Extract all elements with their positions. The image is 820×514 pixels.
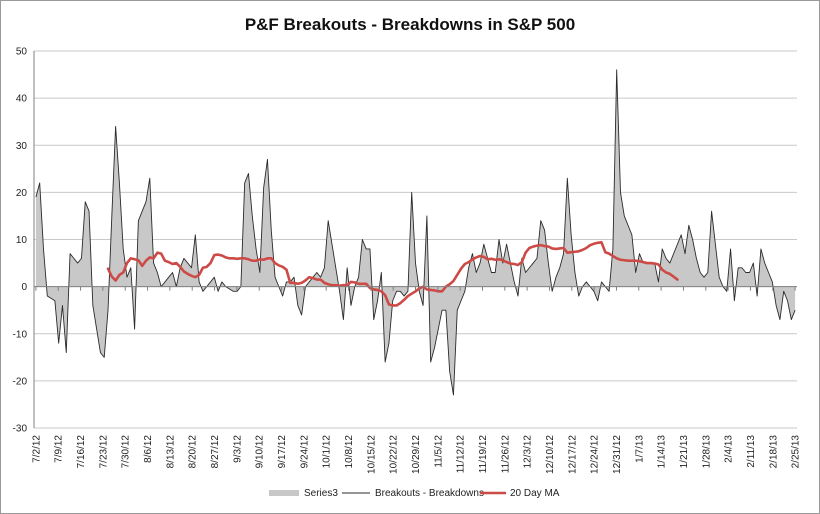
x-tick-label: 8/27/12	[210, 435, 221, 469]
legend-swatch-series3	[269, 490, 299, 496]
plot-area	[35, 69, 796, 396]
x-tick-label: 1/14/13	[657, 435, 668, 469]
x-tick-label: 1/28/13	[701, 435, 712, 469]
x-tick-label: 11/5/12	[433, 435, 444, 468]
x-tick-label: 7/30/12	[121, 435, 132, 469]
x-tick-label: 9/10/12	[255, 435, 266, 469]
x-tick-label: 2/25/13	[791, 435, 802, 469]
axes: -30 -20 -10 0 10 20 30 40 50 7/2/12 7/9/12 7/16/12 7…	[13, 47, 802, 474]
x-tick-label: 7/23/12	[98, 435, 109, 469]
legend-label-series3: Series3	[304, 488, 338, 499]
x-tick-label: 10/1/12	[322, 435, 333, 469]
x-tick-label: 10/15/12	[366, 435, 377, 474]
x-tick-label: 2/11/13	[746, 435, 757, 468]
x-tick-label: 8/13/12	[165, 435, 176, 469]
series-line-20-day-ma	[106, 241, 679, 307]
x-tick-label: 11/26/12	[500, 435, 511, 474]
x-tick-label: 9/24/12	[299, 435, 310, 469]
series-line-breakouts-breakdowns	[35, 69, 796, 396]
legend-item-series3: Series3	[269, 488, 338, 499]
series-area-series3	[35, 69, 796, 396]
y-tick-label: -30	[13, 424, 28, 435]
y-tick-label: 0	[21, 282, 27, 293]
x-tick-label: 7/16/12	[76, 435, 87, 469]
x-tick-label: 7/9/12	[54, 435, 65, 463]
x-tick-label: 10/8/12	[344, 435, 355, 469]
legend-item-breakouts-breakdowns: Breakouts - Breakdowns	[342, 488, 484, 499]
y-tick-label: -20	[13, 376, 28, 387]
x-tick-label: 10/29/12	[411, 435, 422, 474]
x-tick-label: 12/17/12	[567, 435, 578, 474]
x-tick-label: 9/3/12	[232, 435, 243, 463]
y-tick-label: 40	[16, 94, 28, 105]
legend-label-breakouts-breakdowns: Breakouts - Breakdowns	[375, 488, 484, 499]
x-tick-label: 12/24/12	[590, 435, 601, 474]
x-tick-label: 1/21/13	[679, 435, 690, 469]
chart-title: P&F Breakouts - Breakdowns in S&P 500	[245, 15, 575, 34]
x-tick-label: 2/4/13	[724, 435, 735, 463]
x-tick-label: 12/3/12	[523, 435, 534, 469]
y-tick-label: 50	[16, 47, 28, 58]
x-tick-label: 11/19/12	[478, 435, 489, 474]
x-tick-label: 11/12/12	[456, 435, 467, 474]
y-tick-label: 20	[16, 188, 28, 199]
x-tick-label: 7/2/12	[31, 435, 42, 463]
x-tick-label: 1/7/13	[634, 435, 645, 463]
legend-item-20-day-ma: 20 Day MA	[480, 488, 560, 499]
x-tick-label: 12/31/12	[612, 435, 623, 474]
x-tick-label: 10/22/12	[389, 435, 400, 474]
x-tick-label: 9/17/12	[277, 435, 288, 469]
y-tick-label: -10	[13, 329, 28, 340]
y-tick-label: 30	[16, 141, 28, 152]
legend-label-20-day-ma: 20 Day MA	[510, 488, 560, 499]
x-tick-label: 8/20/12	[188, 435, 199, 469]
legend: Series3 Breakouts - Breakdowns 20 Day MA	[269, 488, 560, 499]
x-tick-label: 8/6/12	[143, 435, 154, 463]
x-tick-label: 2/18/13	[768, 435, 779, 469]
x-tick-label: 12/10/12	[545, 435, 556, 474]
y-tick-label: 10	[16, 235, 28, 246]
